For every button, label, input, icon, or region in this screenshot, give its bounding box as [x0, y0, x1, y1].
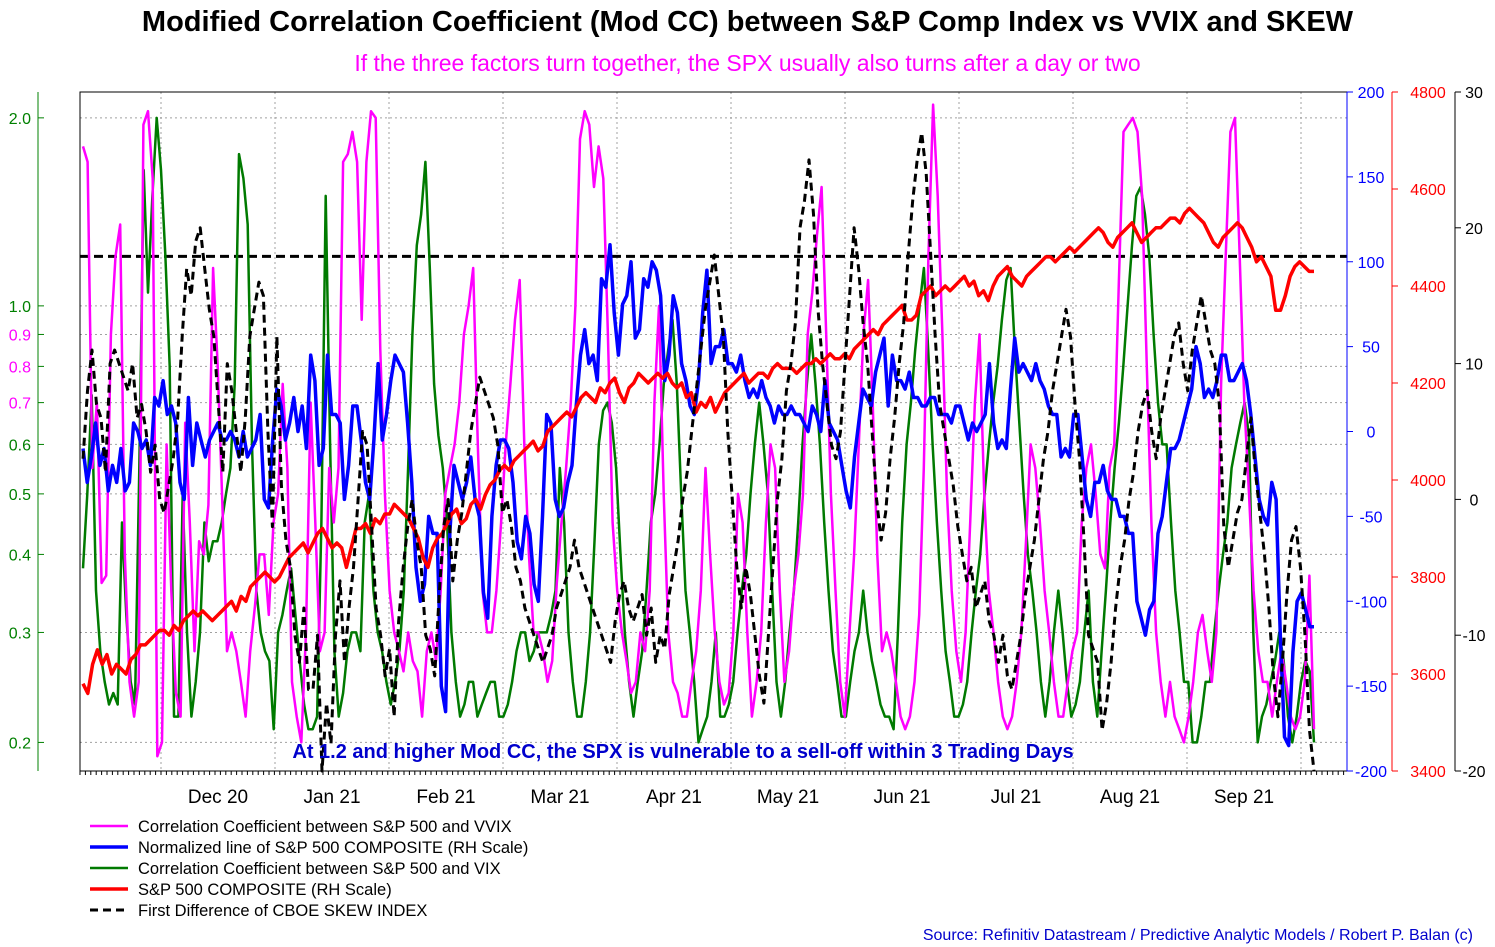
legend: Correlation Coefficient between S&P 500 …: [90, 818, 528, 920]
source-note: Source: Refinitiv Datastream / Predictiv…: [922, 927, 1473, 944]
x-tick-label: Sep 21: [1214, 787, 1274, 808]
right_spx-tick-label: 3400: [1410, 764, 1446, 781]
left-tick-label: 0.7: [9, 396, 31, 413]
right_norm-tick-label: -150: [1355, 679, 1387, 696]
right_skew-tick-label: -10: [1462, 628, 1485, 645]
left-tick-label: 0.3: [9, 625, 31, 642]
left-tick-label: 0.9: [9, 327, 31, 344]
legend-label: S&P 500 COMPOSITE (RH Scale): [138, 881, 392, 899]
left-tick-label: 1.0: [9, 299, 31, 316]
right_spx-tick-label: 4800: [1410, 85, 1446, 102]
right_skew-tick-label: -20: [1462, 764, 1485, 781]
right_norm-tick-label: 100: [1358, 255, 1385, 272]
x-tick-label: Apr 21: [646, 787, 702, 808]
left-tick-label: 0.4: [9, 547, 31, 564]
right_skew-tick-label: 30: [1465, 85, 1483, 102]
right_norm-tick-label: -50: [1359, 509, 1382, 526]
right_norm-tick-label: 0: [1367, 425, 1376, 442]
legend-label: Correlation Coefficient between S&P 500 …: [138, 860, 501, 878]
legend-label: Correlation Coefficient between S&P 500 …: [138, 818, 512, 836]
series-line-5: [81, 131, 1316, 773]
right_norm-tick-label: -100: [1355, 594, 1387, 611]
x-tick-label: Feb 21: [416, 787, 475, 808]
right_norm-tick-label: -200: [1355, 764, 1387, 781]
right_skew-tick-label: 10: [1465, 357, 1483, 374]
chart-subtitle: If the three factors turn together, the …: [354, 50, 1141, 76]
right_spx-tick-label: 4000: [1410, 473, 1446, 490]
right_spx-tick-label: 4600: [1410, 182, 1446, 199]
x-tick-label: Jul 21: [991, 787, 1042, 808]
left-tick-label: 0.2: [9, 735, 31, 752]
left-tick-label: 0.8: [9, 359, 31, 376]
x-tick-label: Dec 20: [188, 787, 248, 808]
legend-label: Normalized line of S&P 500 COMPOSITE (RH…: [138, 839, 528, 857]
right_skew-tick-label: 0: [1470, 492, 1479, 509]
x-tick-label: Jan 21: [303, 787, 360, 808]
x-tick-label: Mar 21: [530, 787, 589, 808]
right_norm-tick-label: 200: [1358, 85, 1385, 102]
left-tick-label: 2.0: [9, 111, 31, 128]
series-lines: [80, 103, 1347, 773]
left-tick-label: 0.5: [9, 487, 31, 504]
series-line-1: [81, 103, 1316, 758]
x-tick-label: Jun 21: [873, 787, 930, 808]
legend-label: First Difference of CBOE SKEW INDEX: [138, 902, 427, 920]
x-tick-label: May 21: [757, 787, 819, 808]
axes: Dec 20 Jan 21 Feb 21 Mar 21 Apr 21 May 21 Jun …: [9, 85, 1486, 808]
right_skew-tick-label: 20: [1465, 221, 1483, 238]
right_spx-tick-label: 4200: [1410, 376, 1446, 393]
right_norm-tick-label: 50: [1362, 340, 1380, 357]
right_spx-tick-label: 3600: [1410, 667, 1446, 684]
threshold-annotation: At 1.2 and higher Mod CC, the SPX is vul…: [292, 741, 1073, 763]
left-tick-label: 0.6: [9, 437, 31, 454]
right_spx-tick-label: 3800: [1410, 570, 1446, 587]
right_spx-tick-label: 4400: [1410, 279, 1446, 296]
right_norm-tick-label: 150: [1358, 170, 1385, 187]
x-tick-label: Aug 21: [1100, 787, 1160, 808]
series-line-3: [81, 116, 1316, 744]
chart-title: Modified Correlation Coefficient (Mod CC…: [141, 6, 1354, 38]
